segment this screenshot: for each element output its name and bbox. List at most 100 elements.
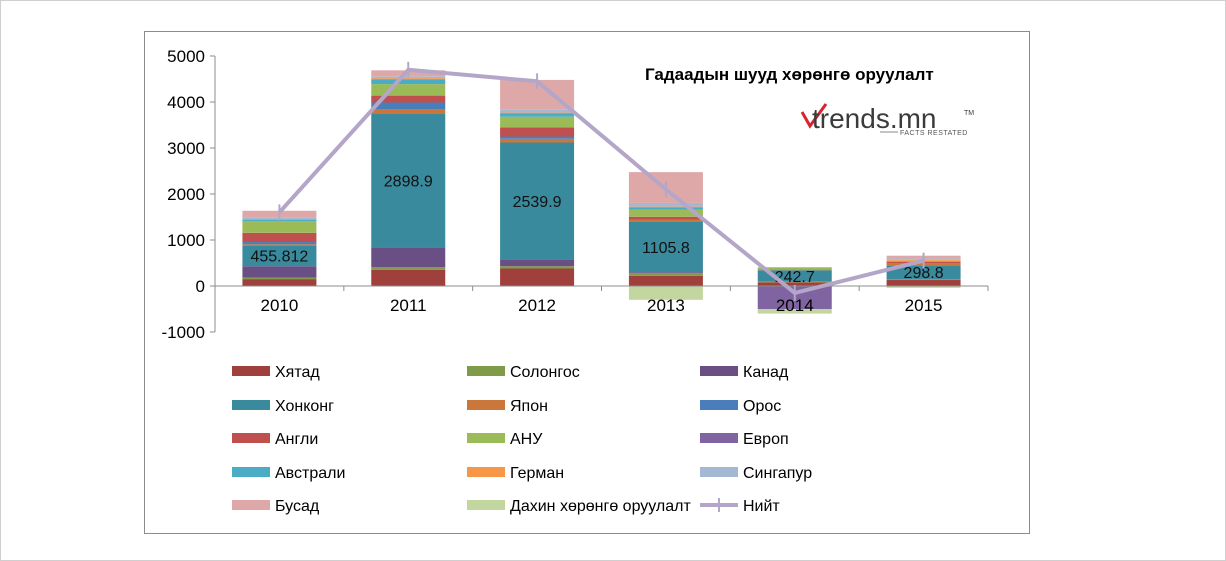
bar-segment: [628, 275, 703, 286]
bar-segment: [242, 277, 317, 280]
y-tick-label: 0: [196, 277, 205, 296]
bar-segment: [500, 116, 575, 128]
bar-segment: [371, 95, 446, 103]
data-label: 2898.9: [384, 174, 433, 191]
bar-segment: [500, 109, 575, 113]
legend-label: Орос: [743, 398, 781, 415]
trends-logo: trends.mn TM FACTS RESTATED: [800, 103, 974, 137]
bar-segment: [371, 247, 446, 268]
logo-tm-text: TM: [964, 110, 974, 117]
total-line: [277, 67, 925, 295]
y-tick-label: 5000: [167, 47, 205, 66]
bar-segment: [628, 219, 703, 220]
data-label: 2539.9: [513, 194, 562, 211]
legend-label: АНУ: [510, 431, 543, 448]
bar-segment: [757, 309, 832, 314]
bar-segment: [371, 269, 446, 286]
legend-swatch: [232, 400, 270, 410]
bar-segment: [500, 142, 575, 260]
legend-label: Англи: [275, 431, 318, 448]
legend-label: Бусад: [275, 498, 320, 515]
legend-swatch: [232, 467, 270, 477]
bar-segment: [757, 270, 832, 282]
bar-segment: [757, 282, 832, 286]
legend-swatch: [467, 433, 505, 443]
bar-segment: [242, 221, 317, 233]
bar-segment: [628, 272, 703, 274]
bar-segment: [628, 202, 703, 207]
bar-segment: [500, 138, 575, 143]
bar-segment: [628, 216, 703, 220]
bar-segment: [628, 207, 703, 210]
bar-segment: [371, 102, 446, 110]
bar-segment: [242, 245, 317, 267]
bar-segment: [886, 279, 961, 281]
bar-segment: [242, 232, 317, 243]
bar-segment: [500, 112, 575, 114]
bar-segment: [886, 265, 961, 280]
bar-segment: [371, 267, 446, 270]
legend-swatch: [467, 467, 505, 477]
bar-segment: [886, 286, 961, 288]
x-tick-label: 2012: [518, 296, 556, 315]
bar-segment: [242, 279, 317, 286]
data-label: 1105.8: [642, 240, 690, 257]
legend-swatch: [700, 467, 738, 477]
bar-segment: [628, 209, 703, 217]
legend: Хятад Солонгос Канад Хонконг Япон Орос Англи АН…: [232, 364, 812, 515]
bar-segment: [757, 281, 832, 283]
bar-segment: [757, 267, 832, 270]
bar-segment: [757, 267, 832, 268]
bar-segment: [500, 113, 575, 117]
legend-label: Европ: [743, 431, 789, 448]
legend-label: Сингапур: [743, 465, 812, 482]
legend-label: Австрали: [275, 465, 345, 482]
x-tick-label: 2011: [390, 296, 427, 315]
bar-segment: [500, 266, 575, 269]
legend-swatch: [700, 400, 738, 410]
bar-segment: [500, 268, 575, 286]
bar-segment: [628, 273, 703, 276]
legend-label: Япон: [510, 398, 548, 415]
bar-segment: [371, 114, 446, 248]
bar-segment: [500, 127, 575, 137]
legend-label: Канад: [743, 364, 789, 381]
bar-segment: [371, 84, 446, 96]
legend-swatch: [467, 366, 505, 376]
legend-swatch: [467, 400, 505, 410]
logo-check-icon: [800, 103, 828, 129]
bar-segment: [500, 259, 575, 267]
legend-label: Хятад: [275, 364, 320, 381]
legend-label: Герман: [510, 465, 564, 482]
y-tick-label: 4000: [167, 93, 205, 112]
labels-layer: 455.812 2898.9 2539.9 1105.8 242.7 298.8: [250, 174, 943, 286]
logo-sub-text: FACTS RESTATED: [900, 130, 968, 137]
bar-segment: [242, 244, 317, 246]
x-tick-label: 2013: [647, 296, 685, 315]
legend-swatch: [232, 366, 270, 376]
data-label: 298.8: [904, 265, 944, 282]
bar-segment: [242, 219, 317, 222]
data-label: 242.7: [775, 269, 815, 286]
bar-segment: [757, 269, 832, 271]
x-tick-label: 2014: [776, 296, 814, 315]
y-tick-label: 1000: [167, 231, 205, 250]
y-tick-label: 2000: [167, 185, 205, 204]
bar-segment: [242, 266, 317, 278]
legend-label: Дахин хөрөнгө оруулалт: [510, 498, 692, 515]
bar-segment: [628, 221, 703, 273]
legend-swatch: [700, 433, 738, 443]
x-tick-label: 2010: [261, 296, 299, 315]
y-tick-label: 3000: [167, 139, 205, 158]
x-tick-label: 2015: [905, 296, 943, 315]
bar-segment: [628, 219, 703, 222]
bar-segment: [628, 206, 703, 208]
chart-title: Гадаадын шууд хөрөнгө оруулалт: [645, 65, 934, 84]
bar-segment: [886, 280, 961, 286]
axes-layer: 5000 4000 3000 2000 1000 0 -1000 2010 2011 2012 20…: [162, 47, 989, 342]
y-tick-label: -1000: [162, 323, 205, 342]
bar-segment: [371, 79, 446, 85]
logo-main-text: trends.mn: [812, 103, 937, 134]
bar-segment: [242, 242, 317, 245]
